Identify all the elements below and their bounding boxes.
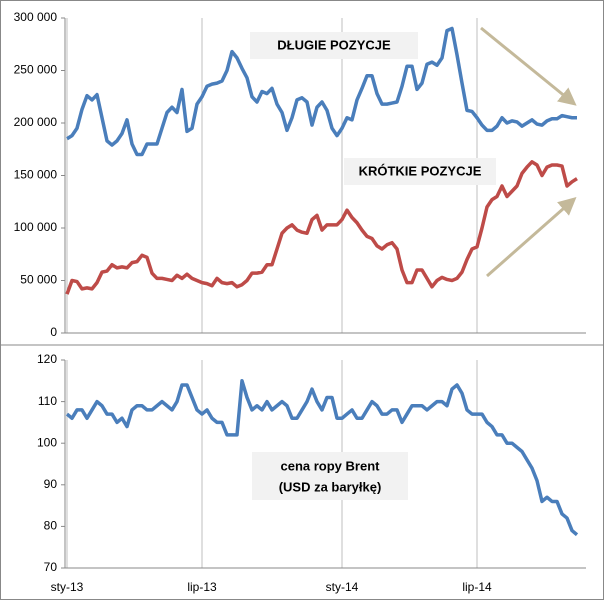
x-tick-label: sty-14 — [326, 580, 359, 594]
y-tick-label: 0 — [50, 325, 57, 339]
y-tick-label: 200 000 — [14, 115, 58, 129]
y-tick-label: 120 — [37, 352, 57, 366]
line-series — [66, 26, 577, 157]
y-tick-label: 110 — [38, 394, 57, 408]
annotation: (USD za baryłkę) — [279, 479, 382, 494]
annotation-box — [250, 32, 418, 59]
annotation: DŁUGIE POZYCJE — [277, 37, 391, 52]
x-tick-label: lip-13 — [187, 580, 217, 594]
annotation-box — [252, 452, 408, 500]
y-tick-label: 150 000 — [14, 168, 58, 182]
line-series — [65, 379, 579, 537]
y-tick-label: 250 000 — [14, 63, 58, 77]
y-tick-label: 70 — [44, 560, 58, 574]
y-tick-label: 90 — [44, 477, 58, 491]
y-tick-label: 80 — [44, 519, 58, 533]
arrow — [486, 197, 577, 278]
annotation-box — [344, 158, 496, 185]
y-tick-label: 50 000 — [20, 273, 57, 287]
line-series — [65, 160, 578, 295]
annotation: cena ropy Brent — [281, 458, 381, 473]
x-tick-label: lip-14 — [462, 580, 492, 594]
annotation: KRÓTKIE POZYCJE — [359, 163, 482, 178]
y-tick-label: 100 — [37, 435, 57, 449]
arrow — [480, 26, 577, 106]
y-tick-label: 300 000 — [14, 10, 58, 24]
y-tick-label: 100 000 — [14, 220, 58, 234]
x-tick-label: sty-13 — [51, 580, 84, 594]
